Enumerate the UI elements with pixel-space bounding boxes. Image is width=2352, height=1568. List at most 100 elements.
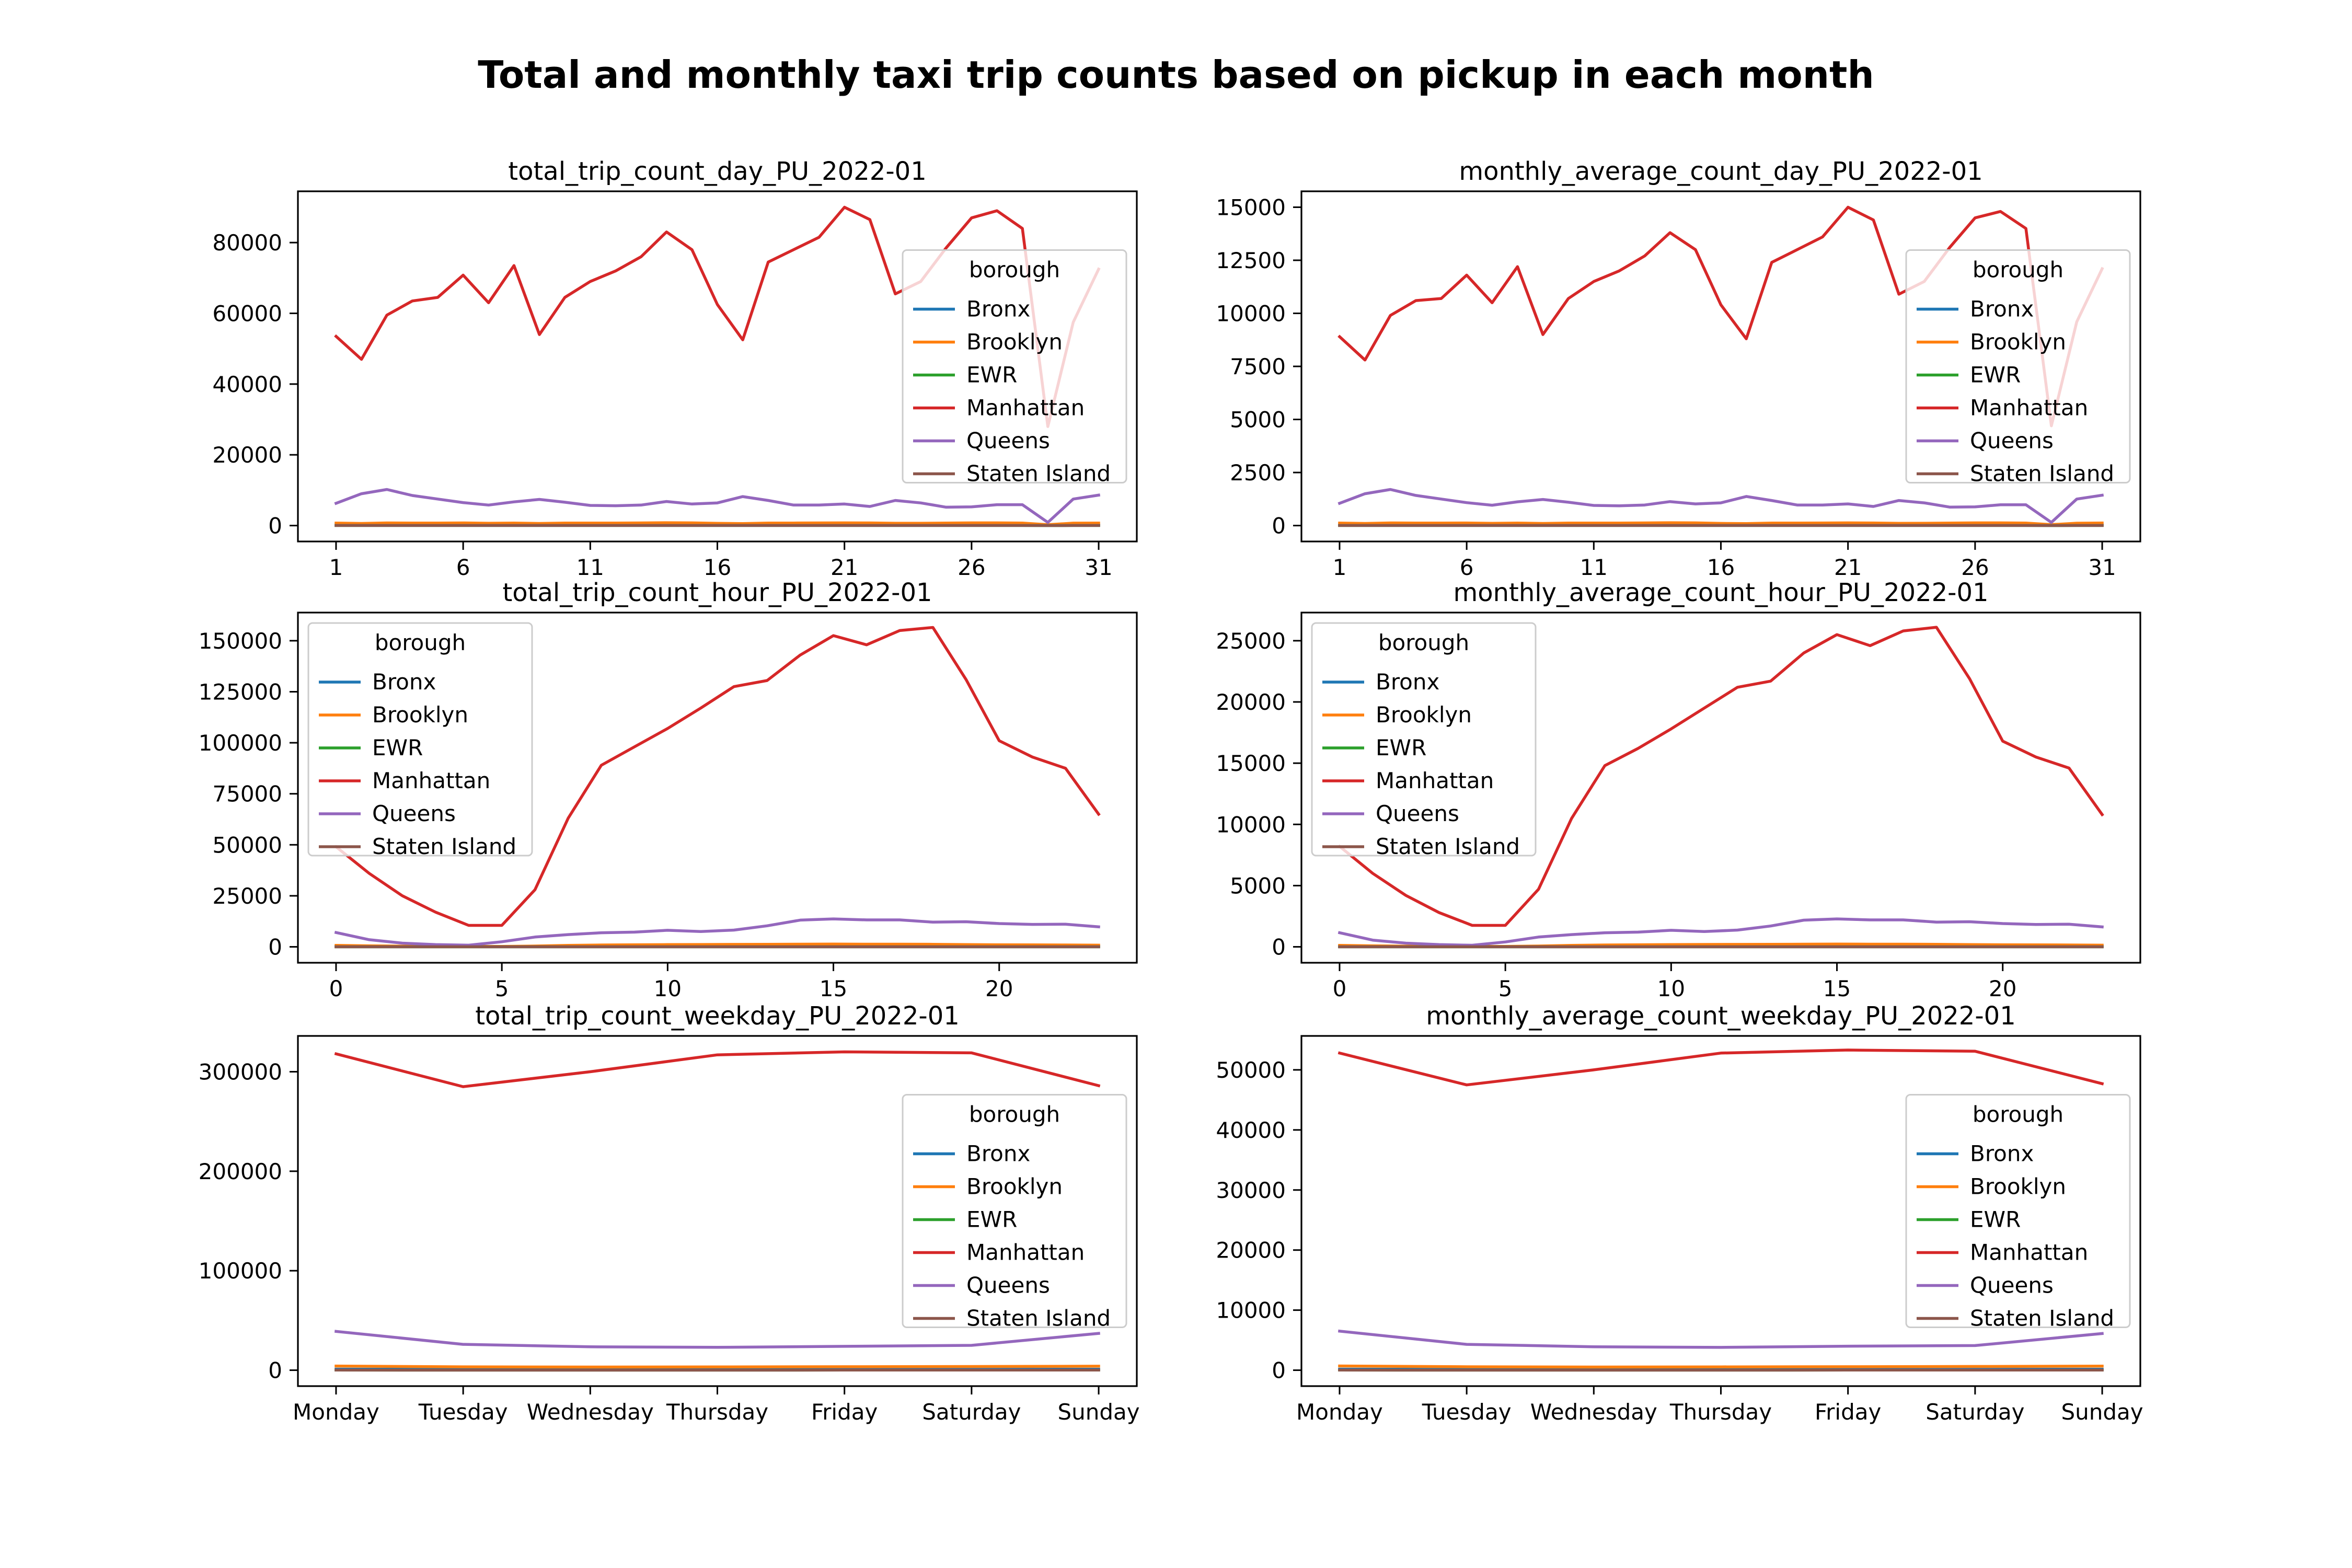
y-tick-label: 60000 xyxy=(212,301,282,326)
legend-label-queens: Queens xyxy=(966,1273,1050,1298)
legend-label-staten-island: Staten Island xyxy=(966,461,1111,487)
legend-label-ewr: EWR xyxy=(966,1207,1017,1232)
series-lines xyxy=(1338,1048,2104,1372)
legend-label-manhattan: Manhattan xyxy=(1376,768,1494,793)
legend-label-queens: Queens xyxy=(1970,1273,2054,1298)
y-tick-label: 50000 xyxy=(1216,1057,1286,1083)
x-tick-label: 11 xyxy=(1580,555,1608,580)
y-tick-label: 100000 xyxy=(199,730,282,756)
legend-label-queens: Queens xyxy=(372,801,456,826)
series-line-queens xyxy=(334,488,1101,524)
legend-label-manhattan: Manhattan xyxy=(372,768,490,793)
legend-label-queens: Queens xyxy=(1970,428,2054,454)
series-lines xyxy=(1338,626,2104,949)
series-lines xyxy=(334,1050,1101,1372)
x-tick-label: 11 xyxy=(577,555,604,580)
x-axis: 0 5 10 15 20 xyxy=(1333,963,2016,1001)
legend-label-staten-island: Staten Island xyxy=(1970,461,2114,487)
chart-title: total_trip_count_hour_PU_2022-01 xyxy=(502,578,932,607)
legend-label-brooklyn: Brooklyn xyxy=(966,1174,1063,1200)
x-tick-label: 15 xyxy=(1823,976,1851,1001)
legend-label-manhattan: Manhattan xyxy=(966,395,1085,421)
series-line-manhattan xyxy=(1338,626,2104,927)
chart-panel: total_trip_count_day_PU_2022-011 6 11 16 21 2… xyxy=(212,157,1138,580)
x-tick-label: 0 xyxy=(1333,976,1347,1001)
x-tick-label: Friday xyxy=(1815,1399,1881,1425)
x-tick-label: 16 xyxy=(1707,555,1735,580)
y-tick-label: 5000 xyxy=(1230,873,1286,898)
x-tick-label: Friday xyxy=(811,1399,878,1425)
x-tick-label: Tuesday xyxy=(418,1399,508,1425)
series-lines xyxy=(1338,205,2104,527)
x-tick-label: Sunday xyxy=(2061,1399,2143,1425)
y-tick-label: 20000 xyxy=(1216,1238,1286,1263)
y-axis: 0 2500 5000 7500 10000 12500 15000 xyxy=(1216,194,1301,539)
legend-label-brooklyn: Brooklyn xyxy=(1376,702,1472,728)
x-tick-label: 26 xyxy=(958,555,985,580)
x-tick-label: 31 xyxy=(2088,555,2116,580)
chart-panel: total_trip_count_weekday_PU_2022-01 Monda… xyxy=(199,1001,1140,1425)
y-axis: 0 5000 10000 15000 20000 25000 xyxy=(1216,628,1301,960)
series-line-queens xyxy=(1338,488,2104,524)
legend-label-manhattan: Manhattan xyxy=(1970,395,2088,421)
legend-label-manhattan: Manhattan xyxy=(1970,1240,2088,1265)
legend: borough Bronx Brooklyn EWR Manhattan Queens St… xyxy=(307,622,533,859)
x-tick-label: 5 xyxy=(495,976,509,1001)
y-tick-label: 12500 xyxy=(1216,248,1286,273)
series-line-brooklyn xyxy=(1338,521,2104,526)
legend-label-brooklyn: Brooklyn xyxy=(372,702,468,728)
series-line-queens xyxy=(1338,917,2104,947)
chart-panel: monthly_average_count_day_PU_2022-011 6 11… xyxy=(1216,157,2141,580)
y-axis: 0 10000 20000 30000 40000 50000 xyxy=(1216,1057,1301,1383)
x-tick-label: 6 xyxy=(1460,555,1474,580)
legend-label-queens: Queens xyxy=(1376,801,1459,826)
x-tick-label: 1 xyxy=(329,555,343,580)
legend-label-bronx: Bronx xyxy=(966,1141,1030,1167)
x-tick-label: Thursday xyxy=(666,1399,768,1425)
x-axis: Monday Tuesday Wednesday Thursday Friday Satu… xyxy=(293,1386,1140,1425)
series-line-queens xyxy=(1338,1329,2104,1349)
series-line-manhattan xyxy=(334,1050,1101,1088)
series-line-manhattan xyxy=(334,626,1101,927)
x-tick-label: 1 xyxy=(1333,555,1347,580)
x-tick-label: Tuesday xyxy=(1422,1399,1512,1425)
figure-title: Total and monthly taxi trip counts based… xyxy=(478,53,1874,97)
y-tick-label: 40000 xyxy=(1216,1117,1286,1143)
y-axis: 0 100000 200000 300000 xyxy=(199,1059,298,1383)
legend: borough Bronx Brooklyn EWR Manhattan Queens St… xyxy=(1311,622,1537,859)
x-axis: 1 6 11 16 21 26 31 xyxy=(1333,541,2116,580)
legend-title: borough xyxy=(375,630,466,655)
legend-label-staten-island: Staten Island xyxy=(966,1306,1111,1331)
chart-panel: monthly_average_count_hour_PU_2022-01 0 5 1… xyxy=(1216,578,2141,1001)
y-tick-label: 0 xyxy=(268,1358,282,1383)
y-tick-label: 20000 xyxy=(212,442,282,468)
x-tick-label: 26 xyxy=(1961,555,1989,580)
y-tick-label: 0 xyxy=(1272,513,1286,539)
legend-label-staten-island: Staten Island xyxy=(1970,1306,2114,1331)
x-axis: 1 6 11 16 21 26 31 xyxy=(329,541,1113,580)
legend-label-brooklyn: Brooklyn xyxy=(1970,1174,2066,1200)
series-line-manhattan xyxy=(1338,205,2104,428)
series-line-brooklyn xyxy=(1338,1364,2104,1369)
y-tick-label: 100000 xyxy=(199,1258,282,1284)
y-tick-label: 50000 xyxy=(212,832,282,858)
x-tick-label: 21 xyxy=(831,555,858,580)
y-tick-label: 200000 xyxy=(199,1159,282,1184)
legend-title: borough xyxy=(1973,257,2063,283)
y-tick-label: 10000 xyxy=(1216,1298,1286,1323)
legend-box xyxy=(307,622,533,857)
chart-panel: total_trip_count_hour_PU_2022-01 0 5 10 15 20… xyxy=(199,578,1138,1001)
legend-label-queens: Queens xyxy=(966,428,1050,454)
y-tick-label: 80000 xyxy=(212,230,282,256)
legend-title: borough xyxy=(969,257,1060,283)
legend-label-brooklyn: Brooklyn xyxy=(1970,329,2066,355)
series-line-queens xyxy=(334,1330,1100,1349)
legend: borough Bronx Brooklyn EWR Manhattan Queens St… xyxy=(1905,1094,2131,1331)
x-tick-label: 15 xyxy=(820,976,847,1001)
legend-title: borough xyxy=(1378,630,1469,655)
series-lines xyxy=(334,626,1101,949)
y-axis: 0 20000 40000 60000 80000 xyxy=(212,230,298,539)
x-tick-label: 0 xyxy=(329,976,343,1001)
series-lines xyxy=(334,205,1101,527)
y-axis: 0 25000 50000 75000 100000 125000 150000 xyxy=(199,628,298,960)
